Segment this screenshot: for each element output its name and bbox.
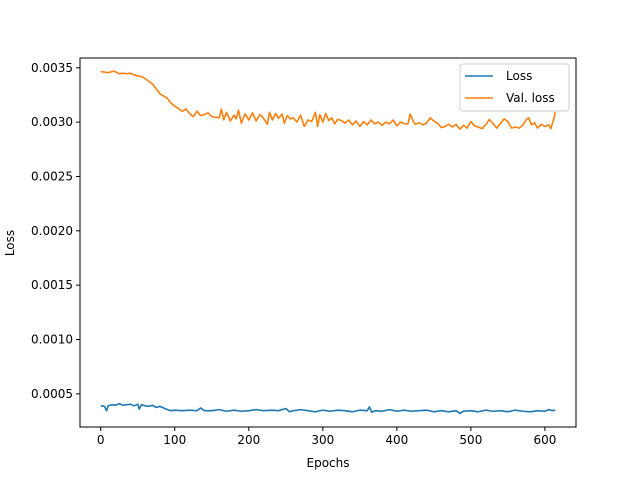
- x-tick-label: 500: [459, 433, 482, 447]
- x-axis-label: Epochs: [307, 456, 350, 470]
- y-axis: 0.0005 0.0010 0.0015 0.0020 0.0025 0.0030 0.00…: [31, 61, 80, 401]
- y-tick-label: 0.0025: [31, 169, 73, 183]
- x-tick-label: 0: [97, 433, 105, 447]
- x-tick-label: 100: [163, 433, 186, 447]
- y-axis-label: Loss: [3, 230, 17, 256]
- series-line-1: [100, 70, 557, 130]
- y-tick-label: 0.0005: [31, 387, 73, 401]
- legend-label-1: Val. loss: [506, 91, 555, 105]
- plot-frame: [79, 57, 577, 428]
- legend-label-0: Loss: [506, 69, 532, 83]
- x-tick-label: 400: [385, 433, 408, 447]
- x-tick-label: 600: [533, 433, 556, 447]
- y-tick-label: 0.0030: [31, 115, 73, 129]
- x-tick-label: 300: [311, 433, 334, 447]
- y-tick-label: 0.0015: [31, 278, 73, 292]
- legend: Loss Val. loss: [459, 63, 570, 112]
- y-tick-label: 0.0035: [31, 61, 73, 75]
- series-layer: [100, 70, 557, 415]
- x-tick-label: 200: [237, 433, 260, 447]
- x-axis: 0 100 200 300 400 500 600: [97, 427, 556, 447]
- y-tick-label: 0.0020: [31, 224, 73, 238]
- series-line-0: [100, 402, 556, 415]
- y-tick-label: 0.0010: [31, 333, 73, 347]
